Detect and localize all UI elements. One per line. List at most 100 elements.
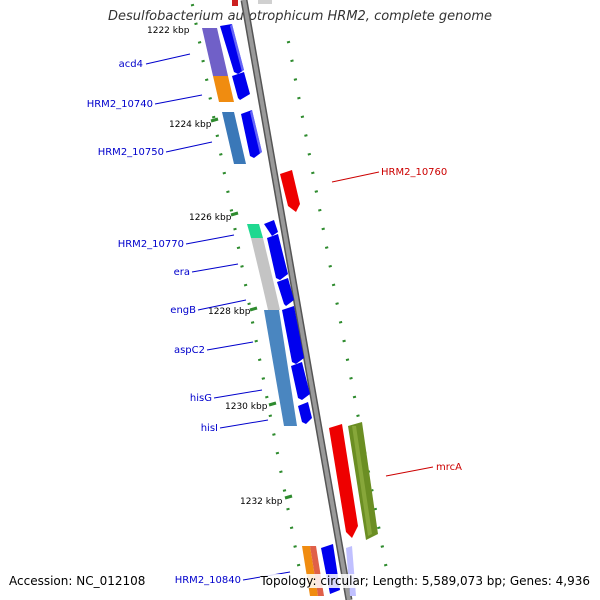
tick-dash [201,59,205,63]
tick-dash [254,339,258,343]
arrow-mrca [329,424,358,538]
tick-dash [243,283,248,287]
arrow-hisi [298,402,312,424]
arrow-hisg [291,362,310,400]
map-title: Desulfobacterium autotrophicum HRM2, com… [107,9,493,24]
tick-dash [275,451,280,455]
tick-dash [356,414,360,418]
major-ticks [210,117,293,500]
forward-label-lines [145,53,291,581]
tick-dash [286,507,290,511]
tick-dash [349,376,353,380]
tick-dash [324,246,329,249]
arrow-engb [277,278,294,306]
tick-label-1224: 1224 kbp [169,120,212,130]
gene-label-aspc2[interactable]: aspC2 [174,345,205,356]
tick-dash [335,302,339,305]
arrow-acd4 [220,24,244,74]
tick-dash [222,171,227,175]
tick-dash [293,78,298,81]
tick-label-1222: 1222 kbp [147,26,190,36]
tick-dash [240,265,244,268]
genome-backbone [242,0,351,600]
tick-dash [236,246,241,250]
tick-dash [328,264,332,268]
tick-dash [265,395,269,399]
tick-dash [282,489,287,492]
tick-dash [314,190,319,193]
feature-acd4-cog [202,28,228,76]
tick-dash [233,227,237,231]
gene-label-hrm2-10740[interactable]: HRM2_10740 [87,99,153,110]
tick-dash [279,470,283,474]
tick-label-1228: 1228 kbp [208,307,251,317]
gene-label-acd4[interactable]: acd4 [119,59,143,70]
tick-dash [215,134,220,138]
tick-dash [289,526,294,530]
tick-track-outer [286,40,391,586]
tick-dash [286,40,291,44]
reverse-label-lines [331,171,434,477]
tick-dash [226,190,230,194]
tick-dash [352,395,357,399]
arrow-hrm2-10770 [264,220,278,236]
tick-dash [307,152,312,156]
tick-dash [208,97,212,100]
arrow-hrm2-10760 [280,170,300,212]
feature-hrm2-10750-cog [222,112,246,164]
tick-dash [304,134,308,137]
feature-aspc2-hisg-cog [264,310,297,426]
tick-dash [297,96,301,100]
gene-label-era[interactable]: era [174,267,190,278]
tick-dash [342,339,346,343]
tick-dash [321,227,325,231]
tick-dash [250,321,255,324]
tick-dash [331,283,336,287]
tick-dash [383,563,388,567]
tick-dash [318,208,322,212]
tick-dash [204,78,209,82]
feature-engb-cog [262,284,280,310]
arrow-highlights [230,24,262,154]
tick-dash [211,115,216,119]
feature-hrm2-10770-cog [247,224,263,238]
tick-dash [261,377,266,380]
gene-label-mrca[interactable]: mrcA [436,462,462,473]
tick-dash [219,153,223,156]
arrow-hrm2-10750 [241,110,262,158]
tick-dash [311,171,315,175]
tick-dash [296,563,301,567]
gene-label-hisi[interactable]: hisI [201,423,218,434]
tick-dash [345,358,350,362]
tick-label-1226: 1226 kbp [189,213,232,223]
tick-dash [229,209,234,212]
accession-label: Accession: NC_012108 [9,574,146,588]
gene-label-hrm2-10770[interactable]: HRM2_10770 [118,239,184,250]
tick-dash [257,358,262,362]
tick-dash [197,41,202,44]
tick-dash [380,545,385,548]
tick-dash [247,302,251,306]
arrow-era [267,234,288,280]
gene-label-engb[interactable]: engB [170,305,196,316]
tick-label-1230: 1230 kbp [225,402,268,412]
arrow-aspc2 [282,306,304,364]
gene-label-hisg[interactable]: hisG [190,393,212,404]
feature-partial-grey [258,0,272,4]
tick-dash [377,526,381,530]
gene-label-hrm2-10750[interactable]: HRM2_10750 [98,147,164,158]
tick-dash [290,59,294,63]
tick-dash [300,115,305,119]
feature-hrm2-10740-cog [213,76,234,102]
gene-label-hrm2-10840[interactable]: HRM2_10840 [175,575,241,586]
gene-label-hrm2-10760[interactable]: HRM2_10760 [381,167,447,178]
arrow-hrm2-10740 [232,72,250,100]
tick-dash [272,433,276,436]
tick-track-inner [190,3,304,586]
tick-dash [268,414,273,418]
tick-label-1232: 1232 kbp [240,497,283,507]
feature-partial-red [232,0,238,6]
tick-dash [190,3,195,7]
tick-dash [293,545,297,548]
